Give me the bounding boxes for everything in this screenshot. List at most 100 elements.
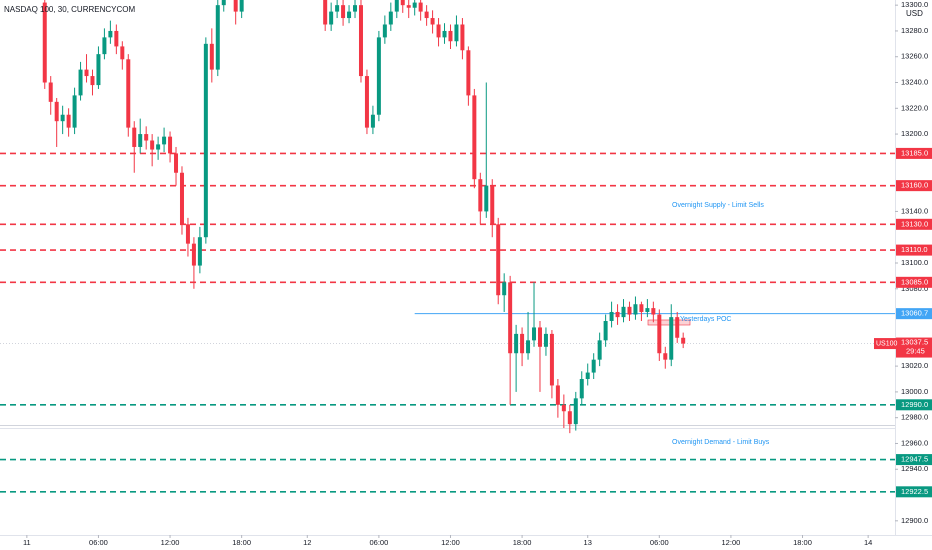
candle-body (191, 243, 196, 266)
candle-body (156, 144, 161, 150)
candle-body (454, 24, 459, 42)
candle-body (144, 134, 149, 141)
poc-label-box (896, 308, 932, 320)
x-tick-label: 06:00 (369, 538, 388, 547)
candle-body (442, 30, 447, 38)
y-tick-label: 13240.0 (901, 77, 928, 86)
last-price-label: 13037.5 (901, 338, 928, 347)
candle-body (174, 153, 179, 173)
x-tick-label: 18:00 (513, 538, 532, 547)
candle-body (537, 327, 542, 347)
y-tick-label: 13200.0 (901, 129, 928, 138)
candle-body (138, 134, 143, 147)
poc-text: Yesterdays POC (680, 316, 732, 323)
candle-body (478, 179, 483, 212)
candle-body (150, 140, 155, 150)
candle-body (663, 353, 668, 360)
chart-title: NASDAQ 100, 30, CURRENCYCOM (4, 5, 135, 14)
last-price-box (896, 337, 932, 358)
candle-body (615, 311, 620, 318)
candle-body (418, 2, 423, 12)
candle-body (335, 5, 340, 12)
candle-body (185, 224, 190, 244)
candle-body (669, 317, 674, 360)
level-label: 13110.0 (901, 245, 928, 254)
level-label: 13160.0 (901, 181, 928, 190)
candle-body (233, 0, 238, 12)
level-label-box (896, 218, 932, 230)
level-label: 12947.5 (901, 455, 928, 464)
candle-body (221, 0, 226, 6)
countdown: 29:45 (906, 347, 925, 356)
level-label-box (896, 399, 932, 411)
candle-body (561, 404, 566, 412)
candle-body (502, 282, 507, 296)
x-tick-label: 18:00 (793, 538, 812, 547)
candle-body (514, 333, 519, 354)
candle-body (102, 37, 107, 55)
candle-body (621, 306, 626, 318)
y-tick-label: 13020.0 (901, 361, 928, 370)
candle-body (48, 82, 53, 102)
annotation: Overnight Supply - Limit Sells (672, 202, 764, 209)
candle-body (657, 314, 662, 354)
y-tick-label: 13300.0 (901, 0, 928, 9)
level-label-box (896, 147, 932, 159)
candle-body (603, 321, 608, 341)
x-tick-label: 12:00 (441, 538, 460, 547)
candle-body (460, 24, 465, 51)
candle-body (341, 5, 346, 19)
y-tick-label: 12980.0 (901, 413, 928, 422)
candle-body (54, 101, 59, 122)
x-tick-label: 12 (303, 538, 311, 547)
candle-body (406, 5, 411, 8)
candle-body (132, 127, 137, 147)
y-tick-label: 13260.0 (901, 52, 928, 61)
candle-body (579, 379, 584, 399)
candle-body (323, 0, 328, 25)
candle-body (364, 76, 369, 128)
y-tick-label: 13140.0 (901, 206, 928, 215)
x-tick-label: 06:00 (89, 538, 108, 547)
candle-body (203, 43, 208, 238)
candle-body (353, 5, 358, 12)
candle-body (394, 0, 399, 12)
candle-body (520, 333, 525, 354)
candle-body (490, 185, 495, 225)
level-label-box (896, 454, 932, 466)
candle-body (197, 237, 202, 266)
level-label: 12990.0 (901, 400, 928, 409)
level-label: 13185.0 (901, 148, 928, 157)
y-tick-label: 13080.0 (901, 284, 928, 293)
level-label: 12922.5 (901, 487, 928, 496)
candle-body (585, 372, 590, 380)
level-label-box (896, 276, 932, 288)
level-label: 13130.0 (901, 219, 928, 228)
candle-body (430, 18, 435, 25)
candle-body (555, 385, 560, 405)
y-tick-label: 13280.0 (901, 26, 928, 35)
candle-body (120, 46, 125, 60)
candle-body (651, 308, 656, 315)
candle-body (90, 76, 95, 86)
candle-body (179, 172, 184, 225)
x-tick-label: 14 (864, 538, 872, 547)
candle-body (66, 114, 71, 128)
candle-body (209, 43, 214, 70)
candle-body (466, 50, 471, 96)
y-tick-label: 13100.0 (901, 258, 928, 267)
candle-body (215, 5, 220, 70)
candle-body (591, 359, 596, 373)
symbol-label: US100 (876, 340, 898, 347)
candle-body (162, 136, 167, 145)
x-tick-label: 06:00 (650, 538, 669, 547)
candle-body (400, 0, 405, 6)
candle-body (448, 30, 453, 42)
x-tick-label: 11 (23, 538, 31, 547)
candle-body (436, 24, 441, 38)
candle-body (78, 69, 83, 96)
candle-body (72, 95, 77, 128)
candle-body (239, 0, 244, 12)
